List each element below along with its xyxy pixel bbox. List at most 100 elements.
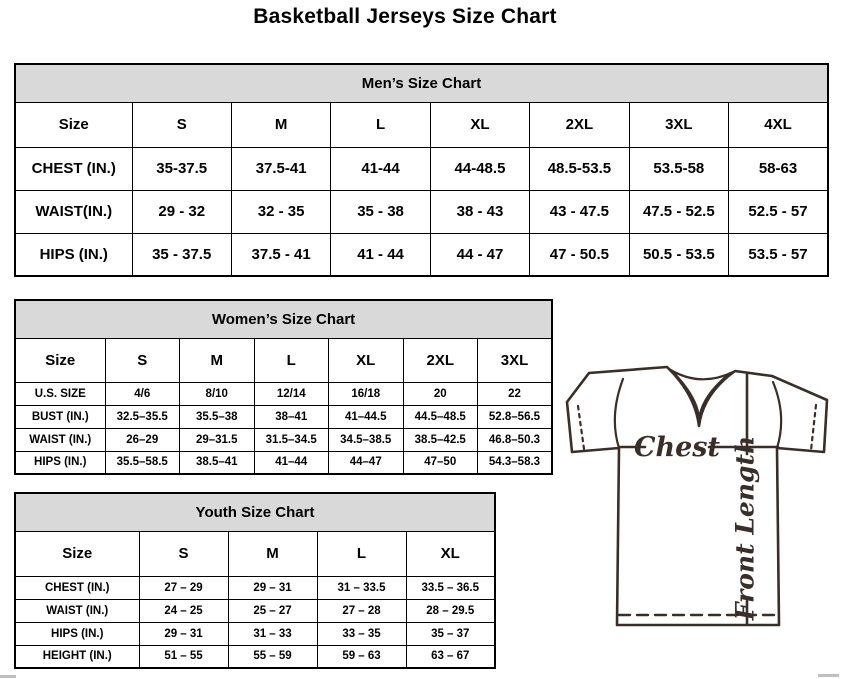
mens-header-row: Size S M L XL 2XL 3XL 4XL [14, 101, 829, 148]
table-row: BUST (IN.) 32.5–35.5 35.5–38 38–41 41–44.5 44… [14, 404, 553, 429]
youth-header-row: Size S M L XL [14, 530, 496, 577]
row-label: HIPS (IN.) [14, 232, 133, 277]
youth-table-caption-row: Youth Size Chart [14, 492, 496, 532]
size-value-cell: 51 – 55 [138, 644, 229, 669]
size-value-cell: 47–50 [402, 450, 478, 475]
womens-table-caption-row: Women’s Size Chart [14, 299, 553, 339]
jersey-left-cuff-dashed-line [576, 404, 586, 451]
table-row: WAIST(IN.) 29 - 32 32 - 35 35 - 38 38 - 43 43… [14, 189, 829, 234]
front-length-label: Front Length [731, 436, 760, 621]
jersey-diagram-svg: Chest Front Length [565, 365, 829, 627]
size-value-cell: 47 - 50.5 [529, 232, 630, 277]
size-value-cell: 59 – 63 [316, 644, 407, 669]
size-value-cell: 37.5-41 [230, 146, 332, 191]
size-value-cell: 47.5 - 52.5 [628, 189, 730, 234]
size-value-cell: 35.5–58.5 [104, 450, 180, 475]
size-value-cell: 35 - 38 [330, 189, 431, 234]
mens-size-table: Men’s Size Chart Size S M L XL 2XL 3XL 4XL CHES… [14, 63, 829, 277]
size-value-cell: 44–47 [328, 450, 404, 475]
page-title: Basketball Jerseys Size Chart [253, 5, 557, 28]
row-label: BUST (IN.) [14, 404, 106, 429]
column-header: Size [14, 530, 140, 577]
size-value-cell: 53.5 - 57 [728, 232, 829, 277]
table-row: HIPS (IN.) 35 - 37.5 37.5 - 41 41 - 44 44 - … [14, 232, 829, 277]
column-header: M [179, 337, 255, 383]
size-value-cell: 41–44 [253, 450, 329, 475]
column-header: 4XL [728, 101, 829, 148]
size-value-cell: 29 – 31 [138, 621, 229, 646]
column-header: S [104, 337, 180, 383]
size-value-cell: 29–31.5 [179, 427, 255, 452]
table-row: CHEST (IN.) 35-37.5 37.5-41 41-44 44-48.5 48.… [14, 146, 829, 191]
size-value-cell: 35 – 37 [405, 621, 496, 646]
table-row: HIPS (IN.) 29 – 31 31 – 33 33 – 35 35 – 37 [14, 621, 496, 646]
row-label: HEIGHT (IN.) [14, 644, 140, 669]
size-value-cell: 31.5–34.5 [253, 427, 329, 452]
table-row: HEIGHT (IN.) 51 – 55 55 – 59 59 – 63 63 – 67 [14, 644, 496, 669]
size-value-cell: 22 [477, 381, 553, 406]
jersey-left-armhole-seam [613, 377, 625, 450]
womens-table-body: U.S. SIZE 4/6 8/10 12/14 16/18 20 22 BUST (IN.)… [14, 381, 553, 475]
size-value-cell: 52.5 - 57 [728, 189, 829, 234]
row-label: WAIST (IN.) [14, 427, 106, 452]
womens-table-title: Women’s Size Chart [14, 299, 553, 339]
jersey-outline [565, 365, 829, 627]
size-value-cell: 26–29 [104, 427, 180, 452]
row-label: U.S. SIZE [14, 381, 106, 406]
column-header: L [253, 337, 329, 383]
size-value-cell: 12/14 [253, 381, 329, 406]
column-header: Size [14, 101, 133, 148]
size-value-cell: 41–44.5 [328, 404, 404, 429]
size-value-cell: 31 – 33 [227, 621, 318, 646]
size-value-cell: 38.5–42.5 [402, 427, 478, 452]
size-value-cell: 41-44 [330, 146, 431, 191]
table-row: WAIST (IN.) 26–29 29–31.5 31.5–34.5 34.5–38.… [14, 427, 553, 452]
column-header: Size [14, 337, 106, 383]
size-value-cell: 50.5 - 53.5 [628, 232, 730, 277]
size-value-cell: 48.5-53.5 [529, 146, 630, 191]
size-value-cell: 25 – 27 [227, 598, 318, 623]
size-value-cell: 24 – 25 [138, 598, 229, 623]
size-value-cell: 35-37.5 [131, 146, 232, 191]
column-header: 3XL [477, 337, 553, 383]
size-value-cell: 35.5–38 [179, 404, 255, 429]
column-header: 2XL [529, 101, 630, 148]
size-value-cell: 4/6 [104, 381, 180, 406]
size-value-cell: 43 - 47.5 [529, 189, 630, 234]
size-value-cell: 41 - 44 [330, 232, 431, 277]
youth-table-title: Youth Size Chart [14, 492, 496, 532]
size-value-cell: 46.8–50.3 [477, 427, 553, 452]
row-label: HIPS (IN.) [14, 450, 106, 475]
column-header: L [330, 101, 431, 148]
jersey-right-armhole-seam [771, 380, 783, 450]
mens-table-body: CHEST (IN.) 35-37.5 37.5-41 41-44 44-48.5 48.… [14, 146, 829, 277]
column-header: L [316, 530, 407, 577]
size-value-cell: 44.5–48.5 [402, 404, 478, 429]
size-value-cell: 33 – 35 [316, 621, 407, 646]
column-header: 2XL [402, 337, 478, 383]
size-value-cell: 38 - 43 [429, 189, 531, 234]
row-label: WAIST(IN.) [14, 189, 133, 234]
size-value-cell: 38.5–41 [179, 450, 255, 475]
size-value-cell: 44-48.5 [429, 146, 531, 191]
horizontal-scrollbar-left-piece[interactable] [0, 675, 16, 678]
size-value-cell: 27 – 29 [138, 575, 229, 600]
row-label: CHEST (IN.) [14, 575, 140, 600]
table-row: U.S. SIZE 4/6 8/10 12/14 16/18 20 22 [14, 381, 553, 406]
size-value-cell: 35 - 37.5 [131, 232, 232, 277]
womens-header-row: Size S M L XL 2XL 3XL [14, 337, 553, 383]
size-value-cell: 52.8–56.5 [477, 404, 553, 429]
jersey-right-cuff-dashed-line [809, 403, 818, 452]
womens-size-table: Women’s Size Chart Size S M L XL 2XL 3XL U.S. … [14, 299, 553, 475]
horizontal-scrollbar-right-piece[interactable] [818, 674, 839, 677]
size-value-cell: 8/10 [179, 381, 255, 406]
column-header: XL [328, 337, 404, 383]
row-label: WAIST (IN.) [14, 598, 140, 623]
column-header: M [230, 101, 332, 148]
mens-table-title: Men’s Size Chart [14, 63, 829, 103]
column-header: XL [405, 530, 496, 577]
table-row: WAIST (IN.) 24 – 25 25 – 27 27 – 28 28 – 29.… [14, 598, 496, 623]
mens-table-caption-row: Men’s Size Chart [14, 63, 829, 103]
size-value-cell: 32 - 35 [230, 189, 332, 234]
size-value-cell: 37.5 - 41 [230, 232, 332, 277]
